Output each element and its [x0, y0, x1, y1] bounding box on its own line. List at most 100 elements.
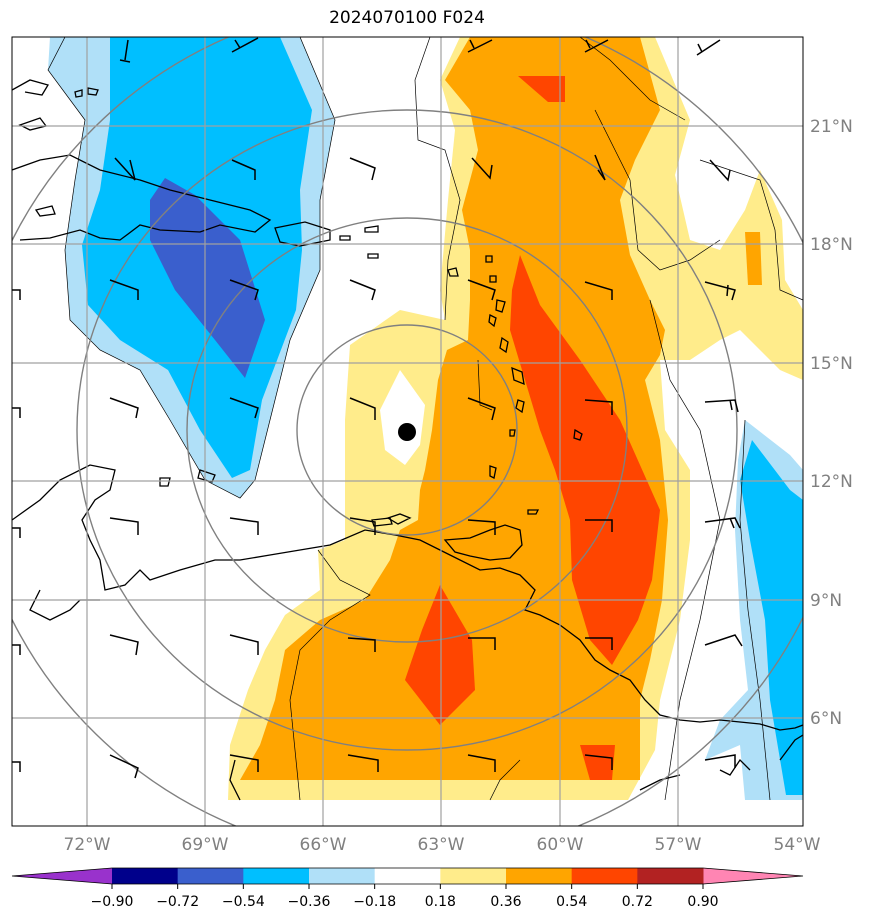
coastline-puerto-rico — [274, 221, 331, 247]
lat-label: 21°N — [810, 117, 853, 137]
wind-barb — [12, 289, 21, 300]
coastline-interior — [229, 734, 803, 801]
colorbar-tick-label: 0.36 — [490, 894, 521, 910]
wind-barb — [349, 279, 376, 301]
wind-barb — [109, 279, 139, 300]
pos-red-south — [405, 585, 475, 725]
storm-center-marker — [398, 423, 416, 441]
range-ring-3 — [76, 109, 738, 751]
colorbar-tick-label: −0.18 — [353, 894, 396, 910]
lon-label: 69°W — [182, 835, 229, 855]
lon-label: 54°W — [774, 835, 821, 855]
contour-line — [579, 37, 686, 121]
wind-barb — [696, 39, 721, 56]
wind-barb — [704, 634, 743, 647]
coastline-cuba-tip — [12, 79, 49, 96]
lon-labels: 72°W 69°W 66°W 63°W 60°W 57°W 54°W — [64, 835, 821, 855]
wind-barb — [467, 39, 493, 53]
lon-label: 72°W — [64, 835, 111, 855]
colorbar-tick-label: 0.18 — [425, 894, 456, 910]
lat-label: 15°N — [810, 354, 853, 374]
wind-barb — [594, 154, 606, 181]
wind-barb — [12, 407, 21, 418]
wind-barb — [704, 281, 736, 301]
coastline-margarita — [371, 517, 393, 527]
wind-barb — [467, 754, 496, 772]
neg-dark-region — [150, 178, 265, 378]
wind-barb — [467, 519, 496, 535]
wind-barb — [231, 37, 259, 53]
wind-barb — [114, 157, 136, 181]
contour-line — [289, 549, 371, 801]
map-title: 2024070100 F024 — [329, 8, 485, 28]
colorbar-swatch — [374, 868, 441, 884]
center-white-pocket — [380, 370, 425, 465]
wind-barb — [349, 397, 376, 420]
neg-east-mid — [740, 440, 803, 795]
contour-line — [594, 109, 721, 271]
wind-barb — [704, 399, 739, 413]
wind-barb — [468, 637, 496, 650]
wind-barb — [229, 397, 259, 419]
lon-label: 66°W — [300, 835, 347, 855]
contour-line — [739, 419, 771, 801]
lon-label: 57°W — [655, 835, 702, 855]
coastline-aruba — [159, 477, 171, 487]
wind-barb — [229, 279, 259, 301]
wind-barb — [585, 637, 613, 650]
shaded-field — [48, 37, 803, 800]
lat-labels: 21°N 18°N 15°N 12°N 9°N 6°N — [810, 117, 853, 729]
wind-barb — [12, 761, 21, 772]
coastline-hispaniola — [12, 154, 272, 241]
range-ring-2 — [186, 217, 628, 643]
contour-line — [477, 359, 493, 411]
wind-barb — [584, 754, 613, 770]
graticule — [12, 37, 803, 826]
wind-barb — [109, 754, 139, 779]
wind-barb — [109, 634, 139, 656]
wind-barbs — [12, 37, 743, 779]
coastline-maracaibo — [29, 589, 100, 621]
coastline-trinidad — [443, 524, 523, 561]
colorbar-swatch — [112, 868, 179, 884]
lat-label: 9°N — [810, 591, 842, 611]
wind-barb — [709, 159, 731, 182]
wind-barb — [704, 517, 741, 529]
colorbar-swatch — [637, 868, 704, 884]
coastline-islet — [367, 253, 379, 259]
wind-barb — [584, 399, 613, 415]
wind-barb — [12, 644, 21, 655]
wind-barb — [109, 397, 139, 419]
wind-barb — [229, 754, 259, 772]
map-frame — [11, 36, 804, 827]
colorbar-tick-label: 0.90 — [687, 894, 718, 910]
coastline-islet — [339, 235, 351, 241]
map-area — [12, 37, 803, 826]
lon-label: 63°W — [418, 835, 465, 855]
pos-red-east — [510, 255, 660, 665]
colorbar-tick-label: −0.90 — [91, 894, 134, 910]
lon-label: 60°W — [537, 835, 584, 855]
pos-red-southeast — [580, 745, 615, 780]
coastline-islet — [18, 117, 48, 131]
contour-lines — [47, 37, 803, 801]
colorbar-swatch — [243, 868, 310, 884]
lat-label: 18°N — [810, 235, 853, 255]
wind-barb — [229, 517, 259, 535]
coastline-islet — [74, 89, 83, 98]
wind-barb — [231, 159, 256, 180]
colorbar-swatch — [177, 868, 244, 884]
coastline-islet — [197, 469, 216, 483]
colorbar-extend-max — [703, 868, 803, 884]
colorbar-swatch — [506, 868, 573, 884]
coastline-lesser-antilles — [386, 255, 583, 525]
wind-barb — [109, 517, 139, 535]
colorbar-tick-label: −0.72 — [156, 894, 199, 910]
colorbar-swatch — [571, 868, 638, 884]
coastline-islet — [364, 225, 379, 233]
coastline-islet — [87, 87, 99, 96]
contour-line — [699, 159, 803, 301]
colorbar-tick-label: 0.54 — [556, 894, 587, 910]
wind-barb — [467, 279, 496, 301]
